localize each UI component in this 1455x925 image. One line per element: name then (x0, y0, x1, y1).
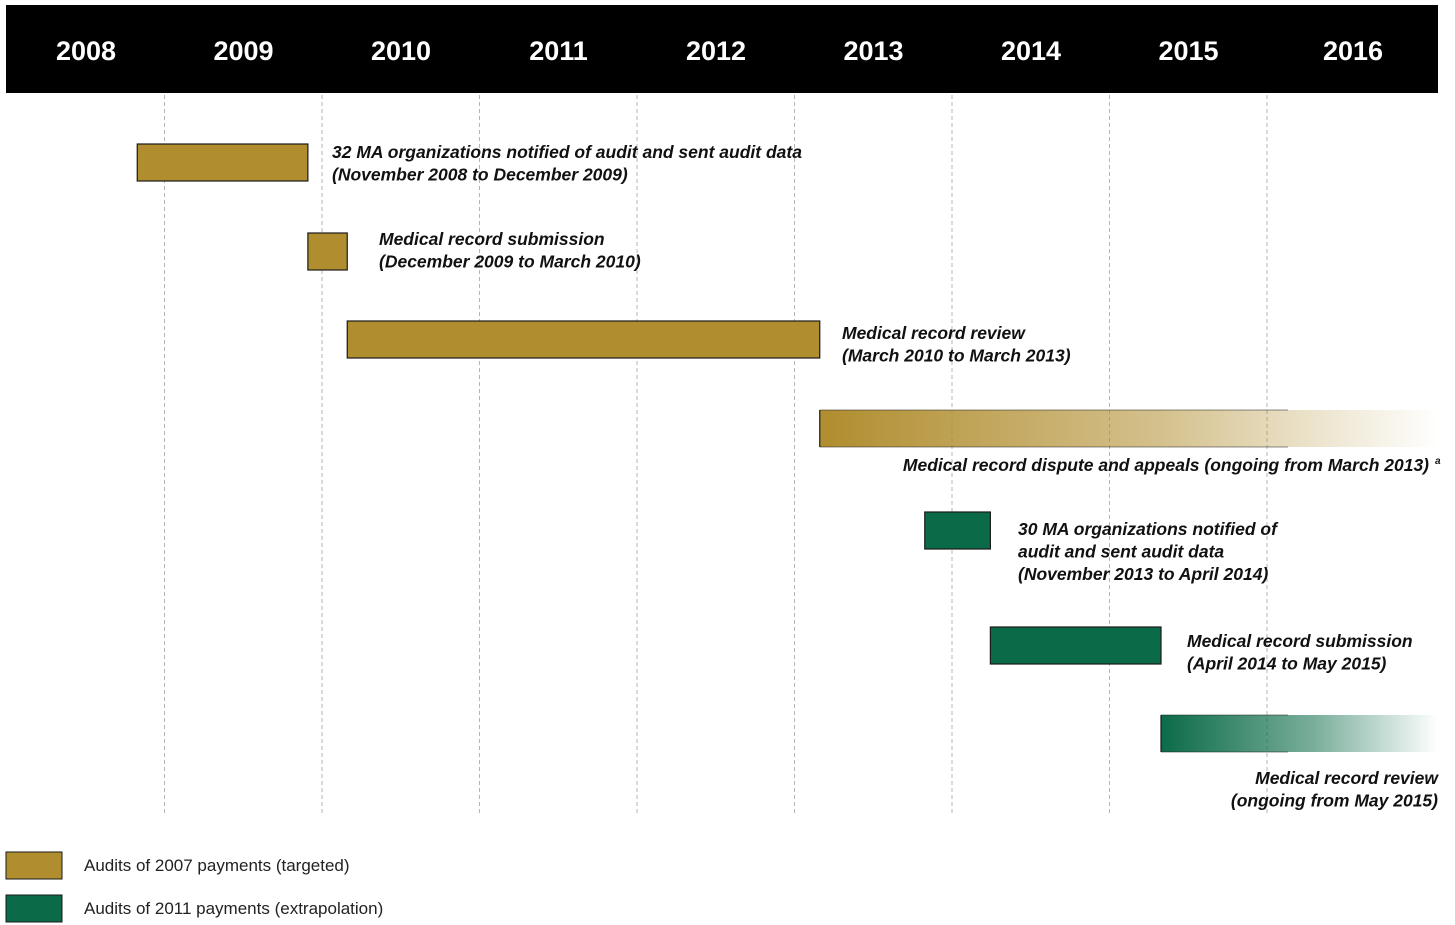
year-axis: 2008 2009 2010 2011 2012 2013 2014 2015 2016 (56, 36, 1383, 66)
legend-swatch (5, 894, 63, 923)
year-tick-label: 2010 (371, 36, 431, 66)
legend-label: Audits of 2007 payments (targeted) (84, 856, 350, 875)
timeline-label: (December 2009 to March 2010) (379, 252, 641, 272)
timeline-bar (1161, 715, 1438, 752)
timeline-label: Medical record review (842, 323, 1026, 343)
timeline-label: 30 MA organizations notified of (1018, 519, 1279, 539)
year-tick-label: 2012 (686, 36, 746, 66)
timeline-label: (November 2008 to December 2009) (332, 165, 628, 185)
timeline-label: (April 2014 to May 2015) (1187, 654, 1387, 674)
grid-lines (164, 95, 1268, 815)
timeline-label: 32 MA organizations notified of audit an… (332, 142, 802, 162)
timeline-label: (March 2010 to March 2013) (842, 346, 1071, 366)
timeline-bar (307, 232, 348, 271)
legend-swatch (5, 851, 63, 880)
legend-label: Audits of 2011 payments (extrapolation) (84, 899, 383, 918)
year-tick-label: 2016 (1323, 36, 1383, 66)
timeline-labels: 32 MA organizations notified of audit an… (332, 142, 1441, 811)
timeline-bars (136, 143, 1438, 753)
timeline-label: Medical record submission (1187, 631, 1413, 651)
year-tick-label: 2015 (1158, 36, 1218, 66)
timeline-bar (989, 626, 1162, 665)
timeline-bar (346, 320, 821, 359)
timeline-label: Medical record review (1255, 768, 1439, 788)
legend: Audits of 2007 payments (targeted) Audits… (5, 851, 383, 923)
timeline-bar (819, 410, 1438, 447)
timeline-bar (924, 511, 991, 550)
timeline-label: Medical record dispute and appeals (ongo… (903, 455, 1429, 475)
timeline-label: Medical record submission (379, 229, 605, 249)
year-tick-label: 2014 (1001, 36, 1061, 66)
year-header-band (6, 5, 1438, 93)
footnote-marker: a (1435, 456, 1441, 467)
timeline-label: (November 2013 to April 2014) (1018, 564, 1268, 584)
timeline-label: (ongoing from May 2015) (1231, 791, 1438, 811)
year-tick-label: 2013 (843, 36, 903, 66)
year-tick-label: 2011 (529, 36, 588, 66)
timeline-label: audit and sent audit data (1018, 542, 1224, 562)
timeline-bar (136, 143, 309, 182)
year-tick-label: 2009 (213, 36, 273, 66)
year-tick-label: 2008 (56, 36, 116, 66)
